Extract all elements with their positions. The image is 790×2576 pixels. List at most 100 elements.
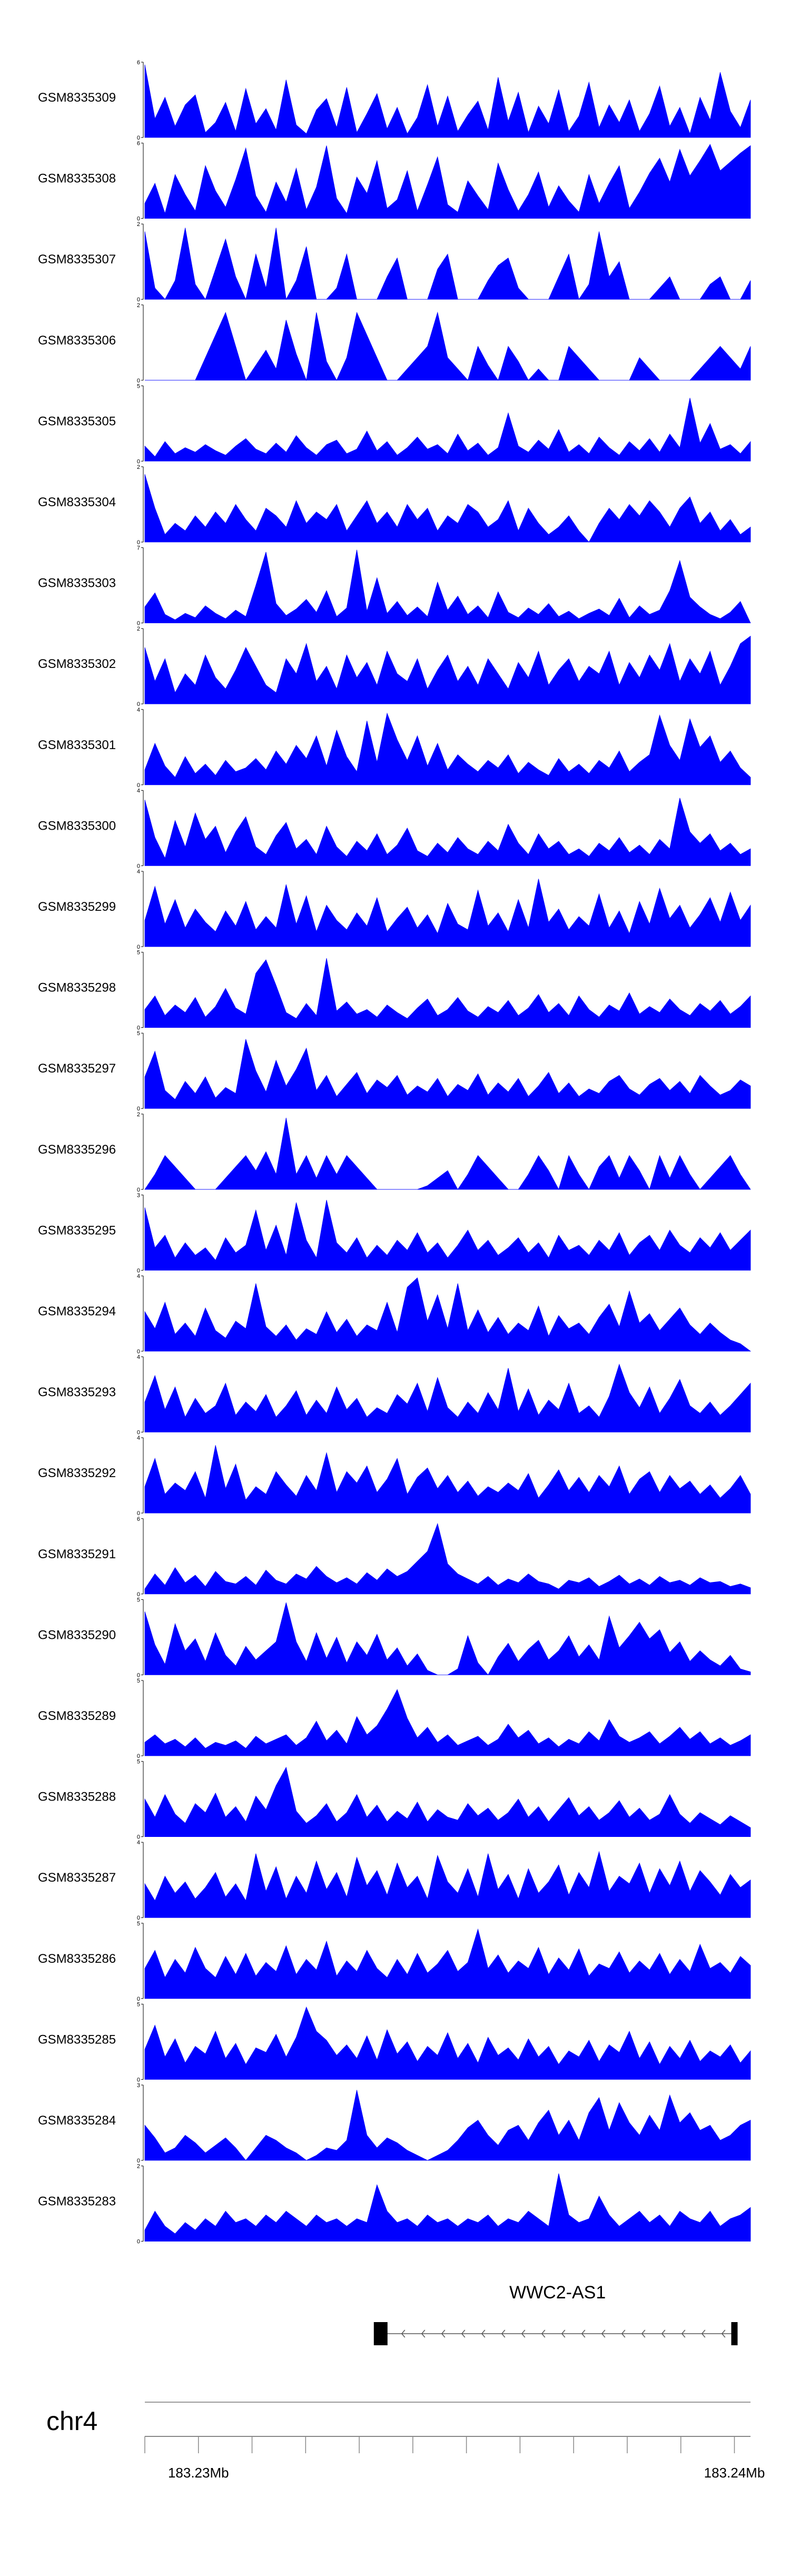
y-min-label: 0	[137, 701, 140, 707]
track-label: GSM8335291	[38, 1547, 116, 1561]
track-GSM8335309: GSM8335309 6 0	[38, 60, 751, 141]
coverage-area	[144, 1039, 751, 1109]
coverage-area	[145, 311, 751, 381]
y-min-label: 0	[137, 378, 140, 384]
strand-arrow	[721, 2329, 726, 2338]
track-label: GSM8335305	[38, 414, 116, 428]
strand-arrow	[661, 2329, 666, 2338]
gene-name: WWC2-AS1	[509, 2283, 606, 2303]
y-max-label: 2	[137, 626, 140, 632]
y-max-label: 2	[137, 464, 140, 470]
y-min-label: 0	[137, 1267, 140, 1274]
coverage-area	[144, 64, 751, 138]
y-min-label: 0	[137, 1187, 140, 1193]
y-max-label: 6	[137, 1516, 140, 1522]
y-max-label: 5	[137, 1678, 140, 1684]
coverage-area	[144, 798, 751, 866]
track-label: GSM8335308	[38, 172, 116, 186]
y-max-label: 5	[137, 383, 140, 389]
track-GSM8335304: GSM8335304 2 0	[38, 464, 751, 546]
track-GSM8335287: GSM8335287 4 0	[38, 1840, 751, 1921]
coverage-area	[144, 1363, 751, 1432]
y-max-label: 5	[137, 1921, 140, 1927]
track-label: GSM8335309	[38, 91, 116, 105]
coverage-area	[144, 1277, 752, 1352]
y-min-label: 0	[137, 1025, 140, 1031]
track-label: GSM8335288	[38, 1790, 116, 1804]
y-max-label: 5	[137, 950, 140, 956]
track-GSM8335284: GSM8335284 3 0	[38, 2082, 751, 2164]
track-GSM8335293: GSM8335293 4 0	[38, 1354, 751, 1436]
track-GSM8335299: GSM8335299 4 0	[38, 869, 751, 950]
y-max-label: 4	[137, 1273, 140, 1280]
y-max-label: 5	[137, 1759, 140, 1765]
y-max-label: 6	[137, 60, 140, 66]
track-label: GSM8335292	[38, 1466, 116, 1480]
y-max-label: 4	[137, 869, 140, 875]
coverage-area	[144, 1766, 751, 1837]
track-label: GSM8335303	[38, 576, 116, 591]
track-label: GSM8335298	[38, 981, 116, 995]
coverage-area	[144, 474, 751, 543]
coverage-area	[144, 1689, 751, 1756]
y-min-label: 0	[137, 1510, 140, 1517]
y-min-label: 0	[137, 1915, 140, 1921]
track-GSM8335303: GSM8335303 7 0	[38, 545, 751, 627]
coverage-area	[144, 228, 751, 300]
y-min-label: 0	[137, 297, 140, 303]
y-max-label: 6	[137, 141, 140, 147]
track-GSM8335286: GSM8335286 5 0	[38, 1921, 751, 2002]
coverage-area	[144, 549, 751, 623]
strand-arrow	[621, 2329, 626, 2338]
track-label: GSM8335302	[38, 657, 116, 671]
coverage-area	[144, 1199, 751, 1271]
y-max-label: 4	[137, 707, 140, 713]
y-min-label: 0	[137, 1349, 140, 1355]
track-GSM8335308: GSM8335308 6 0	[38, 141, 751, 222]
strand-arrow	[601, 2329, 606, 2338]
y-max-label: 5	[137, 2001, 140, 2008]
track-label: GSM8335290	[38, 1628, 116, 1642]
coverage-area	[144, 2006, 751, 2080]
strand-arrow	[481, 2329, 486, 2338]
track-GSM8335285: GSM8335285 5 0	[38, 2001, 751, 2083]
track-label: GSM8335289	[38, 1709, 116, 1723]
track-GSM8335291: GSM8335291 6 0	[38, 1516, 751, 1598]
coverage-area	[144, 1117, 751, 1190]
coverage-area	[144, 958, 751, 1028]
coverage-area	[144, 2173, 751, 2241]
track-GSM8335307: GSM8335307 2 0	[38, 221, 751, 303]
track-GSM8335306: GSM8335306 2 0	[38, 302, 751, 384]
track-label: GSM8335284	[38, 2113, 116, 2128]
track-label: GSM8335283	[38, 2195, 116, 2209]
coverage-area	[144, 2090, 751, 2161]
track-GSM8335301: GSM8335301 4 0	[38, 707, 751, 789]
genome-coordinate-label: 183.24Mb	[704, 2465, 765, 2481]
strand-arrow	[681, 2329, 686, 2338]
track-label: GSM8335285	[38, 2032, 116, 2047]
track-GSM8335302: GSM8335302 2 0	[38, 626, 751, 707]
strand-arrow	[401, 2329, 406, 2338]
y-max-label: 3	[137, 2082, 140, 2089]
track-label: GSM8335295	[38, 1223, 116, 1237]
y-min-label: 0	[137, 2077, 140, 2083]
coverage-area	[144, 144, 751, 219]
track-label: GSM8335300	[38, 819, 116, 833]
y-min-label: 0	[137, 1430, 140, 1436]
track-GSM8335295: GSM8335295 3 0	[38, 1192, 751, 1274]
track-label: GSM8335296	[38, 1143, 116, 1157]
y-max-label: 2	[137, 1112, 140, 1118]
track-label: GSM8335306	[38, 333, 116, 348]
y-min-label: 0	[137, 1834, 140, 1841]
track-GSM8335296: GSM8335296 2 0	[38, 1112, 751, 1193]
y-min-label: 0	[137, 539, 140, 546]
gene-exon-start	[373, 2322, 388, 2345]
strand-arrow	[641, 2329, 646, 2338]
strand-arrow	[701, 2329, 706, 2338]
y-max-label: 2	[137, 2164, 140, 2170]
strand-arrow	[581, 2329, 586, 2338]
chromosome-label: chr4	[46, 2406, 97, 2436]
track-GSM8335292: GSM8335292 4 0	[38, 1435, 751, 1517]
track-label: GSM8335286	[38, 1952, 116, 1966]
y-min-label: 0	[137, 1672, 140, 1678]
